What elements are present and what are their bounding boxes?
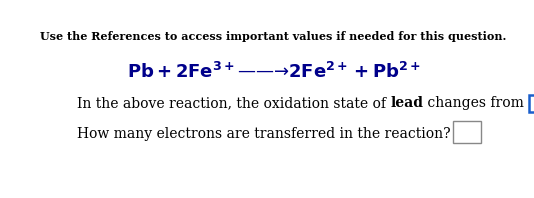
- Text: Use the References to access important values if needed for this question.: Use the References to access important v…: [41, 31, 507, 42]
- Text: How many electrons are transferred in the reaction?: How many electrons are transferred in th…: [77, 127, 451, 141]
- Text: lead: lead: [390, 96, 423, 110]
- Text: $\bf{Pb + 2Fe^{3+}}$——→$\bf{2Fe^{2+} + Pb^{2+}}$: $\bf{Pb + 2Fe^{3+}}$——→$\bf{2Fe^{2+} + P…: [127, 62, 421, 82]
- Text: In the above reaction, the oxidation state of: In the above reaction, the oxidation sta…: [77, 96, 390, 110]
- Text: changes from: changes from: [423, 96, 529, 110]
